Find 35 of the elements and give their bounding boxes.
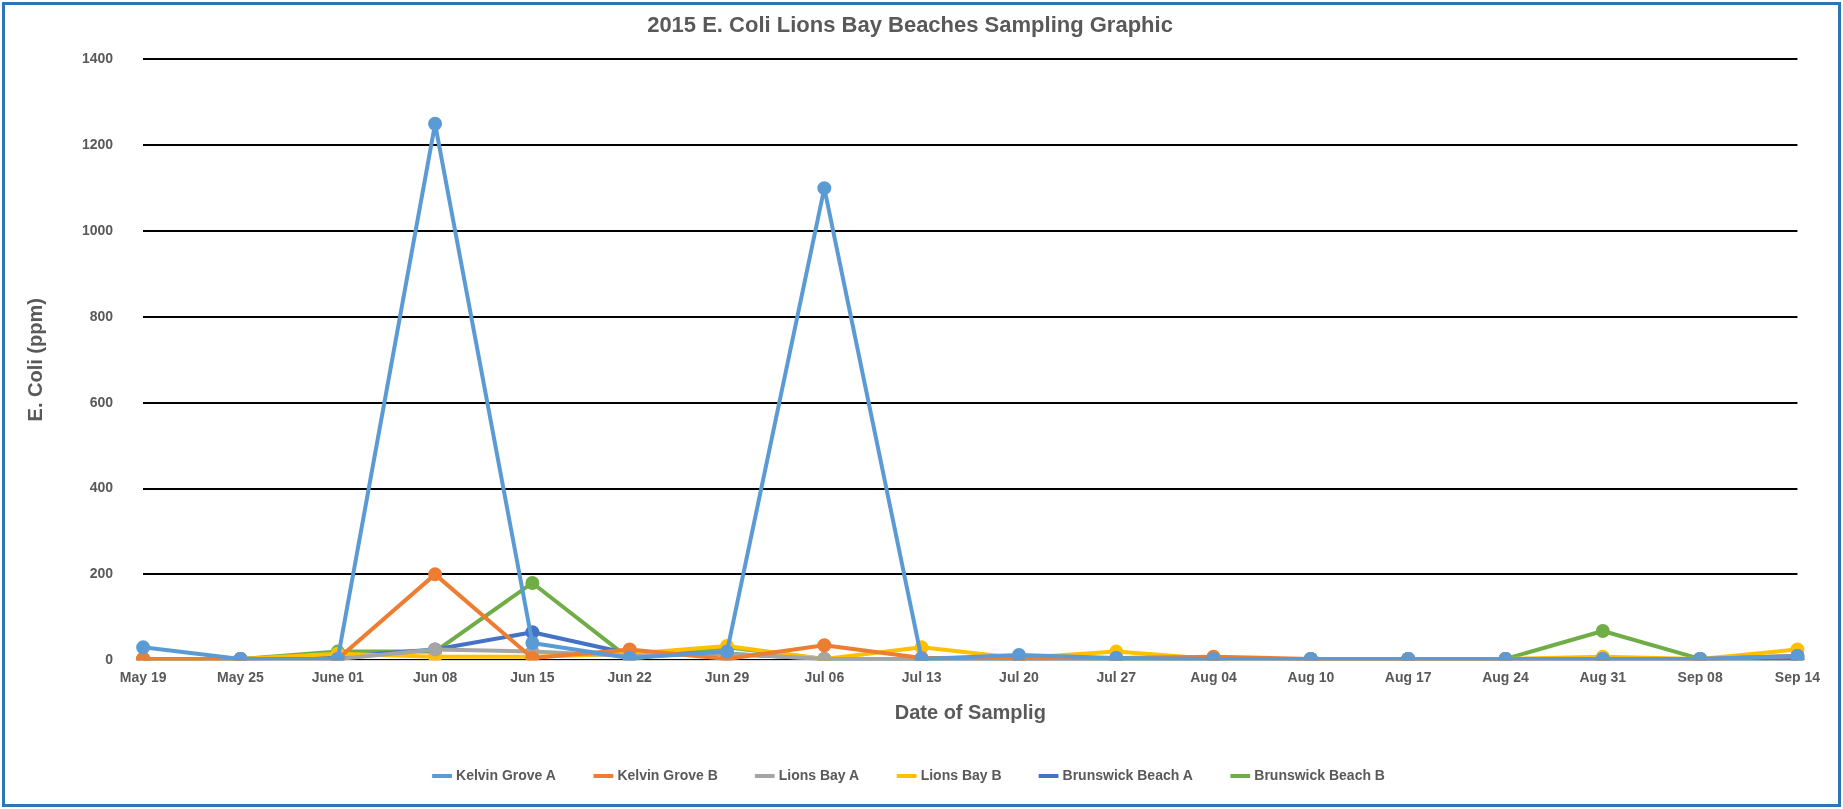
x-tick-label: Jun 08 [412, 669, 458, 686]
legend-label: Kelvin Grove B [617, 766, 718, 783]
x-tick-label: Sep 14 [1774, 669, 1821, 686]
legend-label: Kelvin Grove A [456, 766, 556, 783]
x-tick-label: Sep 08 [1677, 669, 1723, 686]
x-tick-label: Jul 27 [1096, 669, 1137, 686]
x-tick-label: Aug 04 [1190, 669, 1238, 686]
y-tick-label: 400 [89, 479, 114, 496]
x-tick-label: June 01 [311, 669, 365, 686]
x-tick-label: May 25 [217, 669, 265, 686]
x-tick-label: Jul 13 [901, 669, 942, 686]
y-tick-label: 1000 [81, 221, 114, 238]
legend-label: Brunswick Beach B [1254, 766, 1385, 783]
x-tick-label: May 19 [119, 669, 167, 686]
legend-label: Brunswick Beach A [1062, 766, 1193, 783]
x-tick-label: Jun 29 [704, 669, 750, 686]
y-tick-label: 800 [89, 307, 114, 324]
y-tick-label: 1400 [81, 50, 114, 67]
y-tick-label: 200 [89, 565, 114, 582]
x-tick-label: Aug 31 [1579, 669, 1627, 686]
x-tick-label: Aug 10 [1287, 669, 1335, 686]
y-tick-label: 600 [89, 393, 114, 410]
y-axis-title: E. Coli (ppm) [23, 298, 46, 422]
x-axis-title: Date of Samplig [894, 700, 1046, 723]
chart-title: 2015 E. Coli Lions Bay Beaches Sampling Graphic [647, 12, 1173, 38]
x-tick-label: Aug 17 [1384, 669, 1432, 686]
x-tick-label: Aug 24 [1482, 669, 1530, 686]
x-tick-label: Jul 20 [999, 669, 1039, 686]
y-tick-label: 0 [105, 651, 114, 668]
x-tick-label: Jun 15 [510, 669, 555, 686]
legend-label: Lions Bay B [920, 766, 1002, 783]
x-tick-label: Jun 22 [607, 669, 653, 686]
y-tick-label: 1200 [81, 136, 114, 153]
x-tick-label: Jul 06 [804, 669, 845, 686]
legend-label: Lions Bay A [778, 766, 860, 783]
